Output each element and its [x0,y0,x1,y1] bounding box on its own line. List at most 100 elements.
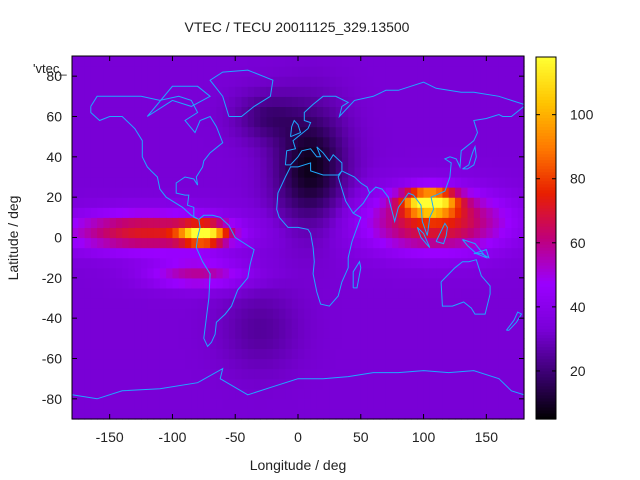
heatmap-cell [279,348,287,360]
colorbar-tick-label: 40 [570,299,586,315]
heatmap-cell [197,338,205,350]
heatmap-cell [266,237,274,249]
heatmap-cell [448,257,456,269]
heatmap-cell [448,197,456,208]
heatmap-cell [461,227,469,239]
heatmap-cell [72,106,79,118]
heatmap-cell [78,348,86,360]
heatmap-cell [247,106,255,118]
heatmap-cell [298,217,305,229]
heatmap-cell [442,156,450,168]
heatmap-cell [429,398,437,410]
heatmap-cell [260,318,268,329]
heatmap-cell [341,177,349,188]
heatmap-cell [454,398,462,410]
heatmap-cell [272,207,280,218]
heatmap-cell [480,257,487,269]
heatmap-cell [285,177,293,188]
heatmap-cell [473,197,481,208]
heatmap-cell [147,146,155,158]
heatmap-cell [97,338,104,350]
heatmap-cell [260,388,268,400]
heatmap-cell [191,358,199,370]
heatmap-cell [498,217,506,229]
heatmap-cell [379,96,387,108]
heatmap-cell [128,217,136,229]
colorbar-segment [536,234,556,239]
heatmap-cell [335,368,343,380]
heatmap-cell [385,338,393,350]
heatmap-cell [505,298,513,309]
heatmap-cell [429,146,437,158]
heatmap-cell [323,368,330,380]
heatmap-cell [197,378,205,390]
heatmap-cell [216,66,224,77]
heatmap-cell [480,308,487,319]
heatmap-cell [367,328,374,339]
heatmap-cell [448,368,456,380]
heatmap-cell [203,197,211,208]
heatmap-cell [436,66,443,77]
heatmap-cell [436,267,443,279]
colorbar-segment [536,265,556,269]
heatmap-cell [90,408,98,420]
heatmap-cell [228,257,236,269]
heatmap-cell [235,378,243,390]
heatmap-cell [97,187,104,198]
heatmap-cell [90,66,98,77]
heatmap-cell [159,116,167,128]
heatmap-cell [423,287,431,299]
heatmap-cell [178,96,186,108]
colorbar-segment [536,81,556,85]
heatmap-cell [385,106,393,118]
heatmap-cell [442,328,450,339]
heatmap-cell [134,227,142,239]
heatmap-cell [203,358,211,370]
heatmap-cell [241,187,249,198]
heatmap-cell [178,156,186,168]
colorbar-segment [536,213,556,218]
heatmap-cell [360,318,368,329]
heatmap-cell [203,257,211,269]
heatmap-cell [417,126,425,138]
heatmap-cell [109,257,117,269]
heatmap-cell [373,177,381,188]
heatmap-cell [442,166,450,178]
heatmap-cell [373,338,381,350]
heatmap-cell [329,338,337,350]
heatmap-cell [272,247,280,259]
heatmap-cell [411,348,418,360]
colorbar-segment [536,90,556,94]
heatmap-cell [454,298,462,309]
heatmap-cell [153,358,161,370]
heatmap-cell [241,56,249,67]
heatmap-cell [109,227,117,239]
heatmap-cell [172,207,180,218]
heatmap-cell [379,76,387,87]
heatmap-cell [473,86,481,97]
heatmap-cell [360,86,368,97]
heatmap-cell [272,56,280,67]
heatmap-cell [197,86,205,97]
heatmap-cell [97,146,104,158]
heatmap-cell [210,126,217,138]
heatmap-cell [423,358,431,370]
heatmap-cell [97,237,104,249]
heatmap-cell [367,136,374,148]
heatmap-cell [323,298,330,309]
heatmap-cell [115,187,123,198]
heatmap-cell [360,227,368,239]
heatmap-cell [84,86,92,97]
heatmap-cell [235,247,243,259]
heatmap-cell [216,106,224,118]
colorbar-tick-label: 100 [570,107,594,123]
colorbar-segment [536,102,556,106]
heatmap-cell [492,136,500,148]
heatmap-cell [197,398,205,410]
heatmap-cell [103,338,111,350]
heatmap-cell [166,257,174,269]
heatmap-cell [417,378,425,390]
heatmap-cell [235,146,243,158]
heatmap-cell [147,156,155,168]
heatmap-cell [97,86,104,97]
